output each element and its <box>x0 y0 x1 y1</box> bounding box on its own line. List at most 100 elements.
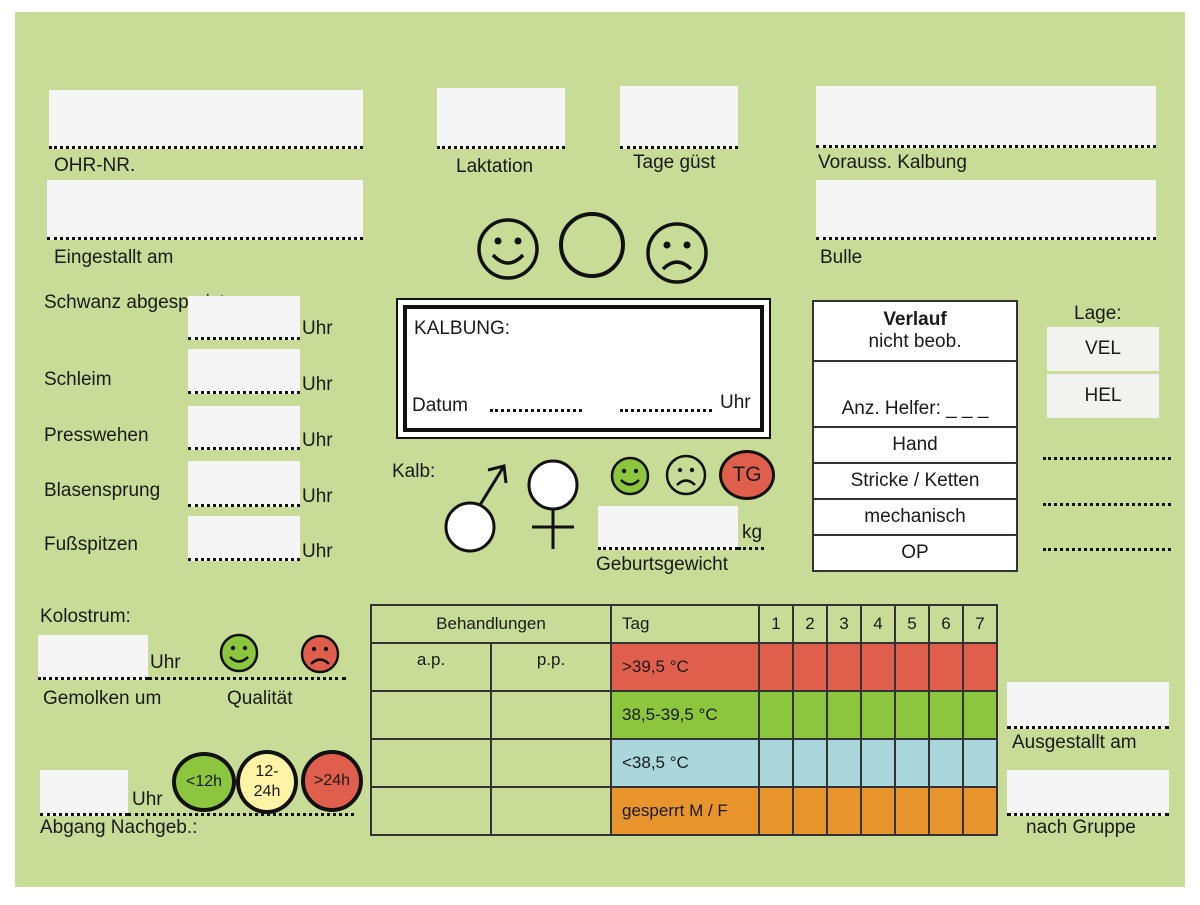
pp-cell[interactable] <box>490 786 612 836</box>
day-header: 4 <box>860 604 896 644</box>
lage-line-2[interactable] <box>1043 503 1171 506</box>
sperre-row-label: gesperrt M / F <box>610 786 760 836</box>
tg-label: TG <box>732 463 762 486</box>
helfer-row[interactable]: Anz. Helfer: _ _ _ <box>812 360 1018 428</box>
blasensprung-field[interactable] <box>188 461 300 507</box>
laktation-field[interactable] <box>437 88 565 149</box>
day-cell[interactable] <box>860 786 896 836</box>
vorauss-kalbung-label: Vorauss. Kalbung <box>818 152 967 173</box>
verlauf-title: Verlauf <box>883 309 947 330</box>
day-cell[interactable] <box>928 690 964 740</box>
smiley-icon[interactable] <box>476 217 540 281</box>
hel-option[interactable]: HEL <box>1047 374 1159 418</box>
day-cell[interactable] <box>928 738 964 788</box>
nach-gruppe-field[interactable] <box>1007 770 1169 816</box>
geburtsgewicht-field[interactable] <box>598 506 738 550</box>
datum-label: Datum <box>412 395 468 416</box>
neutral-face-icon[interactable] <box>557 210 627 280</box>
eingestallt-am-field[interactable] <box>47 180 363 240</box>
tage-guest-field[interactable] <box>620 86 738 149</box>
uhr-label: Uhr <box>302 486 333 507</box>
bulle-label: Bulle <box>820 247 863 268</box>
verlauf-row[interactable]: Stricke / Ketten <box>812 462 1018 500</box>
sad-face-icon[interactable] <box>664 453 708 497</box>
day-cell[interactable] <box>962 738 998 788</box>
day-cell[interactable] <box>860 738 896 788</box>
uhr-label: Uhr <box>302 430 333 451</box>
datum-field[interactable] <box>490 409 582 412</box>
schwanz-field[interactable] <box>188 296 300 340</box>
12-24h-option[interactable]: 12- 24h <box>236 750 298 814</box>
uhr-label: Uhr <box>302 318 333 339</box>
tage-guest-label: Tage güst <box>633 152 716 173</box>
sign-label-schwanz: Schwanz abgespreizt <box>44 292 225 313</box>
pp-header[interactable]: p.p. <box>490 642 612 692</box>
vel-option[interactable]: VEL <box>1047 327 1159 371</box>
sad-face-icon[interactable] <box>299 633 341 675</box>
under-12h-option[interactable]: <12h <box>172 752 236 812</box>
schleim-field[interactable] <box>188 349 300 394</box>
day-cell[interactable] <box>962 642 998 692</box>
day-header: 2 <box>792 604 828 644</box>
day-cell[interactable] <box>894 690 930 740</box>
ap-cell[interactable] <box>370 690 492 740</box>
tag-header: Tag <box>610 604 760 644</box>
kalbung-uhr-field[interactable] <box>620 409 712 412</box>
fussspitzen-field[interactable] <box>188 516 300 561</box>
bulle-field[interactable] <box>816 180 1156 240</box>
verlauf-row[interactable]: mechanisch <box>812 498 1018 536</box>
smiley-icon[interactable] <box>609 455 651 497</box>
ap-cell[interactable] <box>370 786 492 836</box>
verlauf-row[interactable]: Hand <box>812 426 1018 464</box>
sad-face-icon[interactable] <box>645 221 709 285</box>
day-cell[interactable] <box>928 786 964 836</box>
day-cell[interactable] <box>860 690 896 740</box>
day-cell[interactable] <box>962 786 998 836</box>
sign-label-blasensprung: Blasensprung <box>44 480 161 501</box>
day-cell[interactable] <box>826 642 862 692</box>
abgang-line <box>128 813 354 816</box>
day-cell[interactable] <box>758 786 794 836</box>
lage-line-1[interactable] <box>1043 457 1171 460</box>
day-cell[interactable] <box>826 738 862 788</box>
day-cell[interactable] <box>894 786 930 836</box>
day-cell[interactable] <box>826 690 862 740</box>
female-symbol-icon[interactable] <box>524 457 582 553</box>
verlauf-row[interactable]: OP <box>812 534 1018 572</box>
day-cell[interactable] <box>928 642 964 692</box>
pp-cell[interactable] <box>490 690 612 740</box>
day-cell[interactable] <box>860 642 896 692</box>
sign-label-schleim: Schleim <box>44 369 112 390</box>
behandlungen-table: Behandlungen Tag 1 2 3 4 5 6 7 a.p. p.p.… <box>370 604 998 836</box>
ap-cell[interactable] <box>370 738 492 788</box>
ap-header[interactable]: a.p. <box>370 642 492 692</box>
day-cell[interactable] <box>792 690 828 740</box>
nach-gruppe-label: nach Gruppe <box>1026 817 1136 838</box>
vorauss-kalbung-field[interactable] <box>816 86 1156 148</box>
behandlungen-header: Behandlungen <box>370 604 612 644</box>
lage-line-3[interactable] <box>1043 548 1171 551</box>
day-cell[interactable] <box>962 690 998 740</box>
tg-badge[interactable]: TG <box>719 450 775 500</box>
day-cell[interactable] <box>792 738 828 788</box>
ohr-nr-field[interactable] <box>49 90 363 149</box>
smiley-icon[interactable] <box>218 632 260 674</box>
day-cell[interactable] <box>894 642 930 692</box>
day-header: 6 <box>928 604 964 644</box>
pp-cell[interactable] <box>490 738 612 788</box>
day-cell[interactable] <box>758 738 794 788</box>
abgang-field[interactable] <box>40 770 128 816</box>
verlauf-header[interactable]: Verlauf nicht beob. <box>812 300 1018 362</box>
day-cell[interactable] <box>792 642 828 692</box>
male-symbol-icon[interactable] <box>440 460 512 554</box>
day-cell[interactable] <box>758 690 794 740</box>
day-cell[interactable] <box>758 642 794 692</box>
day-cell[interactable] <box>792 786 828 836</box>
gemolken-field[interactable] <box>38 635 148 680</box>
day-cell[interactable] <box>894 738 930 788</box>
laktation-label: Laktation <box>456 156 534 177</box>
over-24h-option[interactable]: >24h <box>301 750 363 812</box>
ausgestallt-field[interactable] <box>1007 682 1169 729</box>
day-cell[interactable] <box>826 786 862 836</box>
presswehen-field[interactable] <box>188 406 300 450</box>
